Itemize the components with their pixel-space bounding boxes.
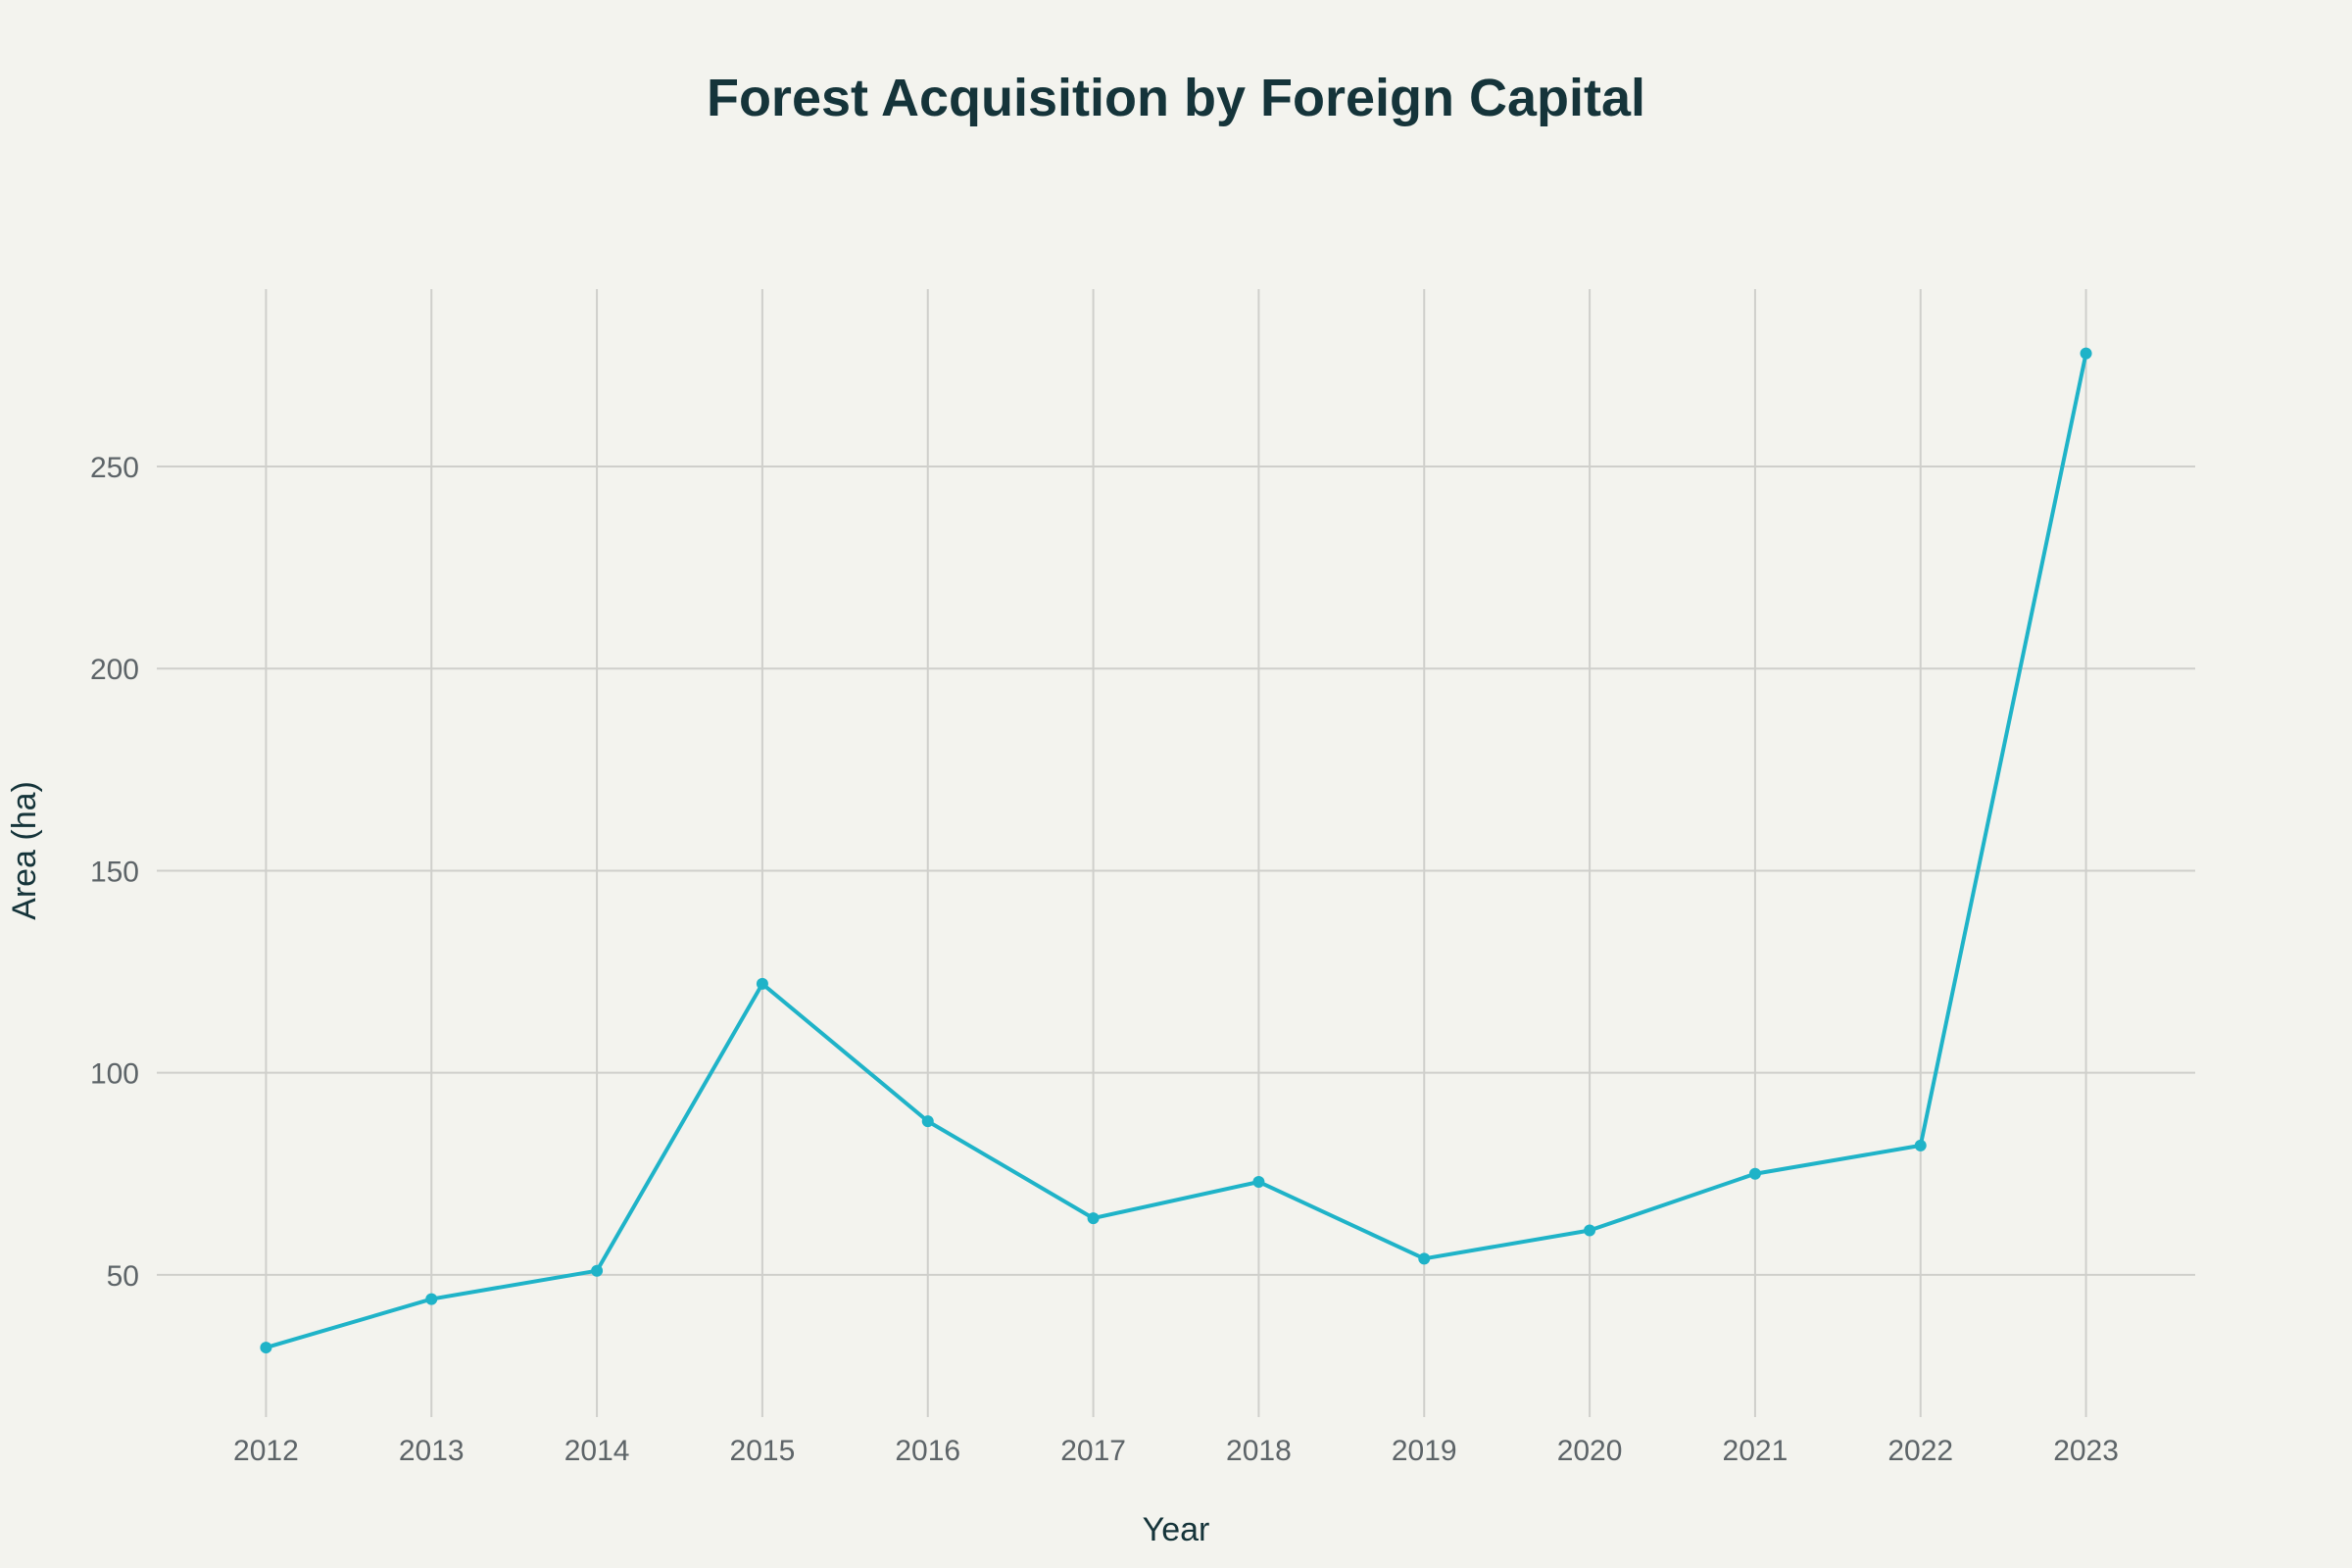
y-axis-ticks: 50 100 150 200 250 <box>90 452 139 1293</box>
x-tick-label: 2020 <box>1557 1435 1623 1467</box>
y-tick-label: 50 <box>107 1260 139 1293</box>
data-point <box>1252 1175 1265 1188</box>
x-tick-label: 2015 <box>730 1435 796 1467</box>
x-tick-label: 2019 <box>1392 1435 1457 1467</box>
data-point <box>425 1293 438 1305</box>
data-point <box>1584 1224 1596 1237</box>
data-point <box>1418 1252 1431 1265</box>
data-point <box>921 1115 934 1128</box>
x-tick-label: 2014 <box>564 1435 630 1467</box>
y-tick-label: 200 <box>90 654 139 686</box>
x-tick-label: 2017 <box>1060 1435 1126 1467</box>
gridlines <box>157 289 2195 1417</box>
data-point <box>1748 1167 1761 1180</box>
data-point <box>756 977 768 990</box>
data-point <box>2080 347 2092 360</box>
x-axis-title: Year <box>1143 1511 1210 1548</box>
y-tick-label: 150 <box>90 856 139 888</box>
y-tick-label: 100 <box>90 1058 139 1091</box>
x-tick-label: 2021 <box>1723 1435 1788 1467</box>
x-tick-label: 2016 <box>895 1435 960 1467</box>
data-point <box>1914 1139 1927 1152</box>
x-tick-label: 2012 <box>233 1435 299 1467</box>
x-tick-label: 2022 <box>1887 1435 1953 1467</box>
data-point <box>260 1342 272 1354</box>
y-tick-label: 250 <box>90 452 139 484</box>
x-tick-label: 2013 <box>399 1435 465 1467</box>
x-axis-ticks: 2012 2013 2014 2015 2016 2017 2018 2019 2020 2021… <box>233 1435 2119 1467</box>
x-tick-label: 2018 <box>1226 1435 1292 1467</box>
y-axis-title: Area (ha) <box>6 781 43 920</box>
series-line <box>265 353 2088 1349</box>
data-point <box>1087 1212 1100 1225</box>
x-tick-label: 2023 <box>2053 1435 2119 1467</box>
chart-title: Forest Acquisition by Foreign Capital <box>707 69 1645 127</box>
series-area <box>260 347 2092 1354</box>
data-point <box>591 1264 604 1277</box>
